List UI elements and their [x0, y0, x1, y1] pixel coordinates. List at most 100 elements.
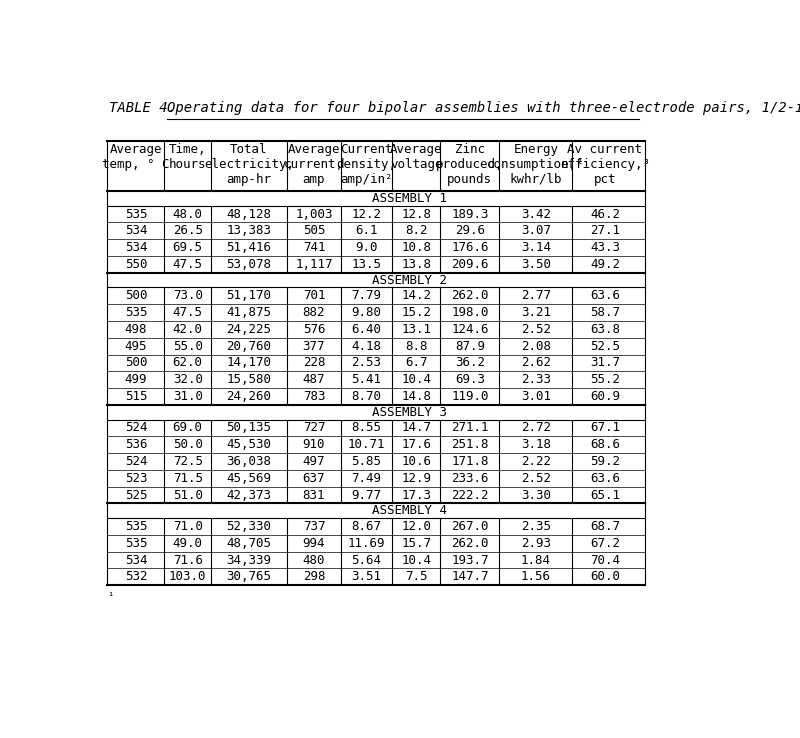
Text: 70.4: 70.4: [590, 554, 620, 567]
Text: 222.2: 222.2: [451, 489, 489, 502]
Text: density,: density,: [337, 158, 397, 170]
Text: Average: Average: [110, 142, 162, 156]
Text: 14,170: 14,170: [226, 356, 271, 370]
Text: 65.1: 65.1: [590, 489, 620, 502]
Text: 499: 499: [125, 373, 147, 386]
Text: 69.5: 69.5: [173, 241, 202, 254]
Text: 41,875: 41,875: [226, 306, 271, 319]
Text: 49.0: 49.0: [173, 537, 202, 550]
Text: amp-hr: amp-hr: [226, 173, 271, 186]
Text: 31.0: 31.0: [173, 390, 202, 403]
Text: current,: current,: [284, 158, 344, 170]
Text: 3.51: 3.51: [352, 570, 382, 583]
Text: 500: 500: [125, 356, 147, 370]
Text: 480: 480: [302, 554, 325, 567]
Text: 262.0: 262.0: [451, 537, 489, 550]
Text: ¹: ¹: [107, 592, 114, 602]
Text: 525: 525: [125, 489, 147, 502]
Text: 24,225: 24,225: [226, 323, 271, 336]
Text: 2.52: 2.52: [521, 323, 551, 336]
Text: 783: 783: [302, 390, 325, 403]
Text: 741: 741: [302, 241, 325, 254]
Text: 52,330: 52,330: [226, 520, 271, 533]
Text: 3.18: 3.18: [521, 438, 551, 451]
Text: 7.5: 7.5: [405, 570, 427, 583]
Text: 5.85: 5.85: [352, 455, 382, 468]
Text: 119.0: 119.0: [451, 390, 489, 403]
Text: 67.1: 67.1: [590, 421, 620, 435]
Text: 6.1: 6.1: [355, 224, 378, 238]
Text: 3.50: 3.50: [521, 258, 551, 271]
Text: 2.33: 2.33: [521, 373, 551, 386]
Text: 550: 550: [125, 258, 147, 271]
Text: 62.0: 62.0: [173, 356, 202, 370]
Text: 13.1: 13.1: [401, 323, 431, 336]
Text: 47.5: 47.5: [173, 258, 202, 271]
Text: 24,260: 24,260: [226, 390, 271, 403]
Text: 536: 536: [125, 438, 147, 451]
Text: 1,003: 1,003: [295, 207, 333, 221]
Text: 882: 882: [302, 306, 325, 319]
Text: 251.8: 251.8: [451, 438, 489, 451]
Text: 12.2: 12.2: [352, 207, 382, 221]
Text: 13,383: 13,383: [226, 224, 271, 238]
Text: 5.64: 5.64: [352, 554, 382, 567]
Text: 55.2: 55.2: [590, 373, 620, 386]
Text: 3.30: 3.30: [521, 489, 551, 502]
Text: 53,078: 53,078: [226, 258, 271, 271]
Text: 500: 500: [125, 289, 147, 303]
Text: 51.0: 51.0: [173, 489, 202, 502]
Text: 910: 910: [302, 438, 325, 451]
Text: Energy: Energy: [514, 142, 558, 156]
Text: 198.0: 198.0: [451, 306, 489, 319]
Text: 17.6: 17.6: [401, 438, 431, 451]
Text: 171.8: 171.8: [451, 455, 489, 468]
Text: 5.41: 5.41: [352, 373, 382, 386]
Text: 31.7: 31.7: [590, 356, 620, 370]
Text: 193.7: 193.7: [451, 554, 489, 567]
Text: 59.2: 59.2: [590, 455, 620, 468]
Text: 36.2: 36.2: [455, 356, 485, 370]
Text: 51,416: 51,416: [226, 241, 271, 254]
Text: 26.5: 26.5: [173, 224, 202, 238]
Text: 63.6: 63.6: [590, 472, 620, 485]
Text: 15.2: 15.2: [401, 306, 431, 319]
Text: 12.9: 12.9: [401, 472, 431, 485]
Text: 737: 737: [302, 520, 325, 533]
Text: 73.0: 73.0: [173, 289, 202, 303]
Text: 15,580: 15,580: [226, 373, 271, 386]
Text: 15.7: 15.7: [401, 537, 431, 550]
Text: 10.8: 10.8: [401, 241, 431, 254]
Text: 30,765: 30,765: [226, 570, 271, 583]
Text: 377: 377: [302, 339, 325, 353]
Text: 48,128: 48,128: [226, 207, 271, 221]
Text: 2.53: 2.53: [352, 356, 382, 370]
Text: 124.6: 124.6: [451, 323, 489, 336]
Text: 10.6: 10.6: [401, 455, 431, 468]
Text: 20,760: 20,760: [226, 339, 271, 353]
Text: 58.7: 58.7: [590, 306, 620, 319]
Text: 7.49: 7.49: [352, 472, 382, 485]
Text: 71.6: 71.6: [173, 554, 202, 567]
Text: 176.6: 176.6: [451, 241, 489, 254]
Text: 9.77: 9.77: [352, 489, 382, 502]
Text: 13.5: 13.5: [352, 258, 382, 271]
Text: pct: pct: [594, 173, 616, 186]
Text: 12.8: 12.8: [401, 207, 431, 221]
Text: 63.8: 63.8: [590, 323, 620, 336]
Text: 532: 532: [125, 570, 147, 583]
Text: 524: 524: [125, 421, 147, 435]
Text: 45,530: 45,530: [226, 438, 271, 451]
Text: ASSEMBLY 3: ASSEMBLY 3: [373, 406, 447, 418]
Text: 14.2: 14.2: [401, 289, 431, 303]
Text: electricity,: electricity,: [204, 158, 294, 170]
Text: 262.0: 262.0: [451, 289, 489, 303]
Text: 103.0: 103.0: [169, 570, 206, 583]
Text: 69.3: 69.3: [455, 373, 485, 386]
Text: 10.71: 10.71: [348, 438, 386, 451]
Text: 524: 524: [125, 455, 147, 468]
Text: 523: 523: [125, 472, 147, 485]
Text: Av current: Av current: [567, 142, 642, 156]
Text: produced,: produced,: [436, 158, 503, 170]
Text: 10.4: 10.4: [401, 554, 431, 567]
